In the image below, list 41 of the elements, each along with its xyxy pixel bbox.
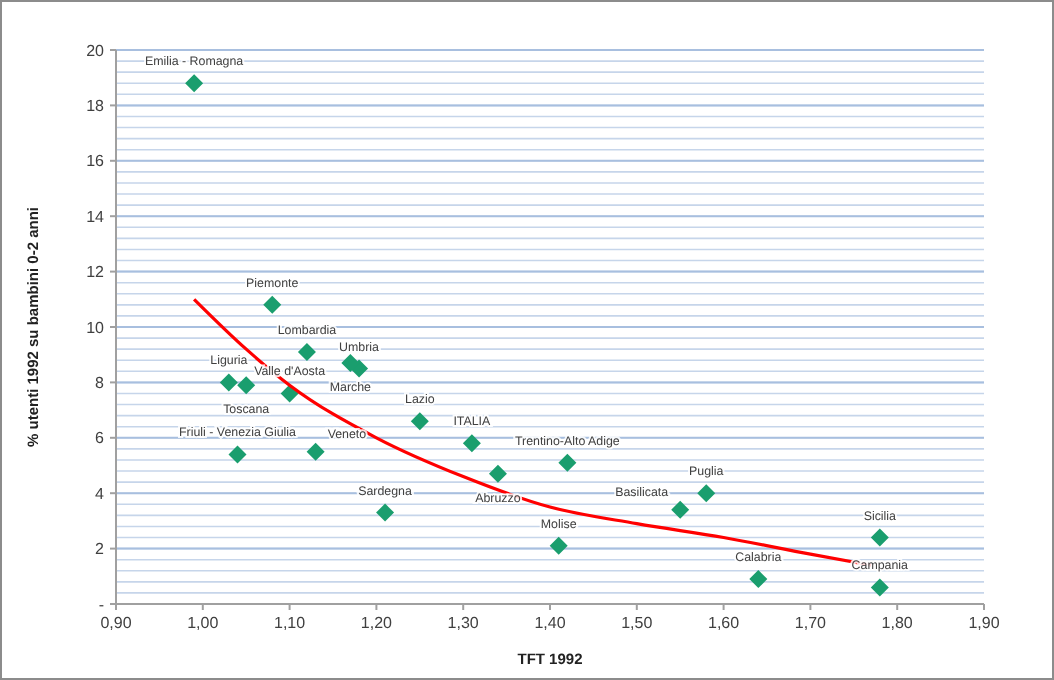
point <box>462 434 481 453</box>
point <box>237 376 256 395</box>
x-tick-label: 1,40 <box>534 614 567 632</box>
x-tick-label: 1,20 <box>360 614 394 632</box>
point <box>410 412 429 431</box>
y-tick-label: 6 <box>95 429 106 448</box>
x-tick-label: 1,00 <box>187 614 220 632</box>
point <box>558 453 577 472</box>
x-tick-label: 1,30 <box>447 614 480 632</box>
y-tick-label: 20 <box>86 41 106 60</box>
y-tick-label: - <box>98 595 105 614</box>
point <box>697 484 716 503</box>
x-tick-label: 1,60 <box>708 614 741 632</box>
x-tick-label: 0,90 <box>100 614 133 632</box>
point <box>341 354 360 373</box>
point <box>306 442 325 461</box>
y-tick-label: 14 <box>86 207 106 226</box>
point <box>228 445 247 464</box>
x-tick-label: 1,80 <box>881 614 914 632</box>
y-tick-label: 10 <box>86 318 106 337</box>
x-tick-label: 1,70 <box>794 614 828 632</box>
point <box>297 342 316 361</box>
y-tick-label: 4 <box>95 484 106 503</box>
point <box>376 503 395 522</box>
y-tick-label: 12 <box>86 263 106 282</box>
point <box>870 528 889 547</box>
point <box>549 536 568 555</box>
x-tick-label: 1,50 <box>621 614 654 632</box>
x-tick-label: 1,10 <box>274 614 307 632</box>
point <box>870 578 889 597</box>
y-tick-label: 16 <box>86 152 106 171</box>
x-tick-label: 1,90 <box>968 614 1001 632</box>
point <box>749 570 768 589</box>
point <box>263 295 282 314</box>
point <box>671 500 690 519</box>
point <box>219 373 238 392</box>
point <box>185 74 204 93</box>
y-tick-label: 18 <box>86 97 106 115</box>
y-tick-label: 2 <box>95 540 106 559</box>
y-tick-label: 8 <box>95 374 106 392</box>
point <box>488 464 507 483</box>
